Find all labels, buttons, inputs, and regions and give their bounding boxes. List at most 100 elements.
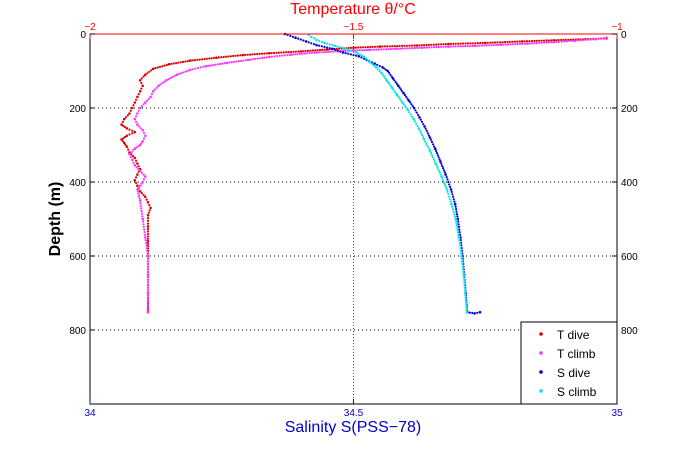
data-point [146,294,150,297]
data-point [573,39,577,42]
data-point [136,173,139,176]
data-point [361,49,364,52]
data-point [146,235,150,238]
data-point [204,64,208,68]
data-point [463,291,467,295]
data-point [473,312,477,315]
data-point [464,299,467,302]
data-point [136,95,139,99]
data-point [457,231,460,234]
data-point [452,210,455,213]
data-point [461,268,465,271]
data-point [289,34,292,38]
data-point [425,142,428,145]
data-point [464,296,467,299]
data-point [405,44,408,47]
data-point [429,151,432,154]
data-point [395,93,399,97]
data-point [209,64,212,67]
data-point [464,301,468,304]
data-point [459,45,462,48]
data-point [303,52,306,55]
data-point [448,183,451,186]
data-point [425,46,428,49]
data-point [450,202,453,206]
data-point [143,228,146,231]
data-point [417,113,420,116]
data-point [304,40,308,43]
data-point [136,112,139,115]
tick-layer: 0 0 200 200 400 400 600 600 800 800 −2 −1.5 −1 34 34.5… [69,22,638,419]
data-point [486,41,489,44]
data-point [299,38,302,41]
bottom-tick-label: 35 [611,408,623,419]
data-point [415,44,419,47]
bottom-tick-label: 34 [84,408,96,419]
data-point [369,62,373,65]
data-point [144,195,147,199]
data-point [131,149,135,152]
data-point [390,86,394,89]
data-point [263,56,266,59]
data-point [267,55,271,59]
data-point [341,51,345,54]
data-point [436,166,439,169]
data-point [136,190,140,193]
data-point [138,79,142,82]
data-point [560,40,563,43]
data-point [447,42,450,46]
data-point [276,55,279,58]
data-point [451,208,454,211]
data-point [465,308,468,311]
data-point [358,49,361,52]
data-point [391,45,394,48]
data-point [435,149,438,152]
data-point [184,60,187,63]
data-point [240,59,243,63]
data-point [435,151,438,155]
data-point [161,81,164,85]
data-point [203,57,206,61]
series-layer [120,32,608,315]
y-tick-label-left: 400 [69,178,86,189]
data-point [428,46,431,49]
data-point [140,105,143,108]
data-point [148,70,151,73]
data-point [386,81,390,84]
data-point [133,117,137,121]
data-point [384,77,387,80]
data-point [248,53,252,56]
data-point [146,254,150,258]
data-point [249,58,252,61]
data-point [456,45,459,48]
data-point [408,44,411,47]
data-point [132,104,135,107]
data-point [463,286,466,289]
data-point [511,43,515,46]
data-point [488,44,491,47]
data-point [141,128,144,132]
data-point [438,171,441,174]
data-point [210,57,213,60]
data-point [140,182,143,185]
data-point [426,132,429,135]
data-point [237,60,240,63]
data-point [419,131,423,134]
data-point [404,105,407,108]
data-point [141,217,144,221]
data-point [483,44,486,47]
data-point [294,53,297,56]
data-point [354,46,357,49]
data-point [149,95,152,99]
data-point [378,65,381,68]
data-point [433,160,436,163]
data-point [442,179,445,182]
data-point [146,286,150,289]
data-point [321,48,324,52]
data-point [143,231,146,234]
data-point [499,43,503,46]
data-point [374,45,377,48]
data-point [296,53,299,56]
data-point [410,44,413,47]
data-point [336,49,339,52]
